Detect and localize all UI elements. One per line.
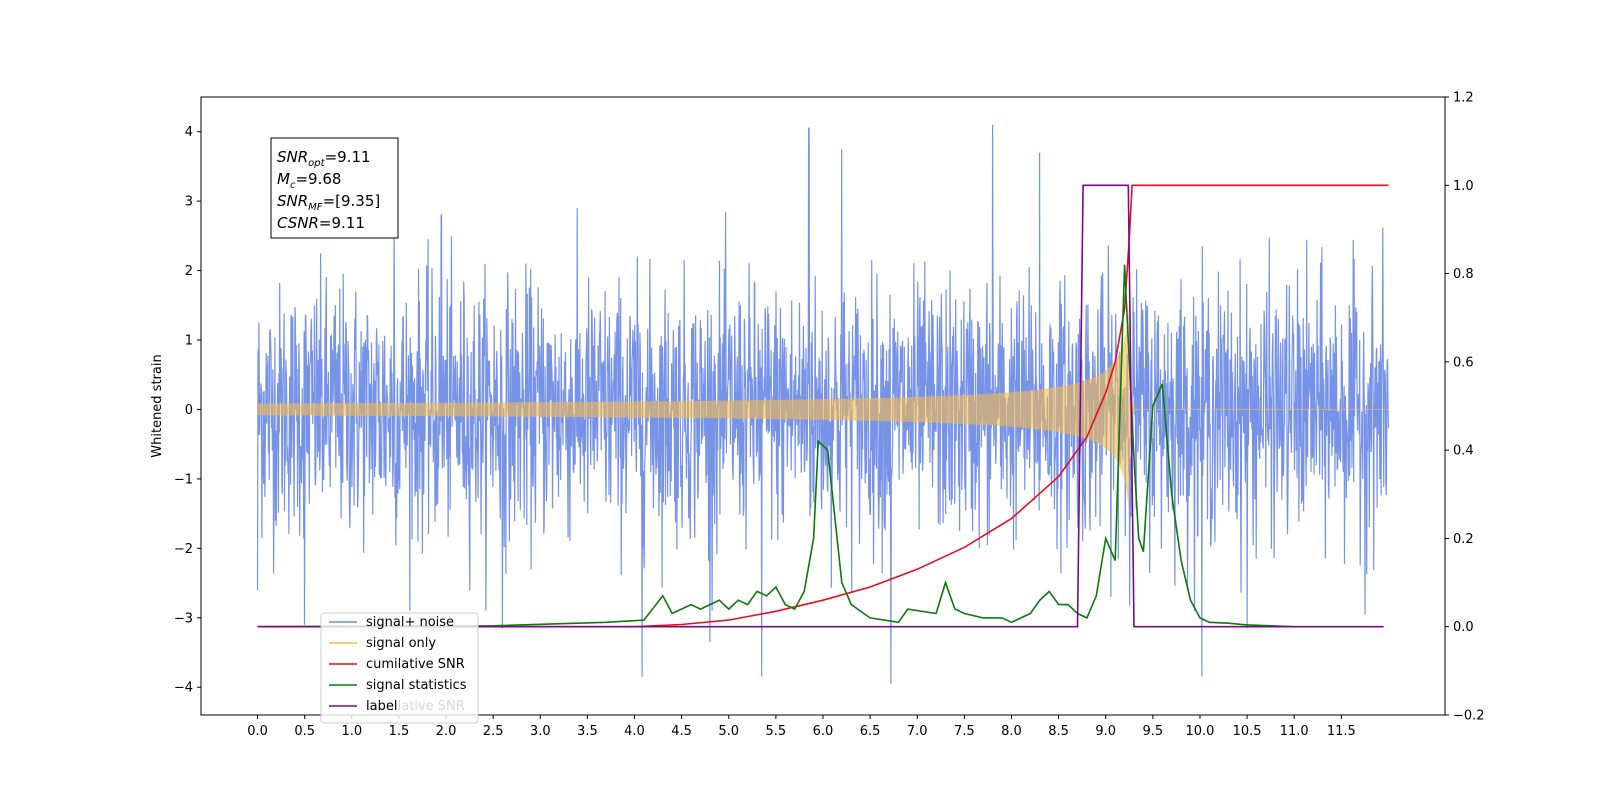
- y-tick-label: −4: [174, 681, 193, 696]
- y2-tick-label: 0.8: [1453, 267, 1474, 282]
- annotation-line: Mc=9.68: [277, 170, 341, 191]
- annotation-symbol: SNR: [277, 148, 308, 166]
- legend: signal+ noise signal only cumilative SNR si…: [320, 612, 479, 724]
- y2-tick-label: 0.2: [1453, 532, 1474, 547]
- annotation-subscript: c: [290, 180, 296, 191]
- y-tick-label: 1: [185, 334, 193, 349]
- x-tick-label: 0.0: [247, 724, 268, 739]
- x-tick-label: 8.5: [1048, 724, 1069, 739]
- series-signal-only: [256, 307, 1389, 508]
- legend-frame: [320, 612, 479, 724]
- y-tick-label: −1: [174, 472, 193, 487]
- y2-tick-label: 0.4: [1453, 444, 1474, 459]
- x-tick-label: 9.0: [1095, 724, 1116, 739]
- annotation-symbol: M: [277, 170, 290, 188]
- x-tick-label: 2.0: [436, 724, 457, 739]
- x-tick-label: 1.0: [341, 724, 362, 739]
- legend-overlap-ghost: cumilative SNR: [366, 699, 465, 714]
- x-tick-label: 6.0: [813, 724, 834, 739]
- legend-entry: signal statistics: [366, 678, 467, 693]
- legend-entry: signal only: [366, 636, 436, 651]
- legend-entry: label: [366, 699, 397, 714]
- x-tick-label: 11.0: [1280, 724, 1309, 739]
- x-tick-label: 7.5: [954, 724, 975, 739]
- annotation-line: CSNR=9.11: [277, 214, 365, 232]
- y-axis-label: Whitened strain: [150, 354, 165, 457]
- chirp-trace: [256, 307, 1389, 508]
- annotation-line: SNRopt=9.11: [277, 148, 371, 169]
- annotation-value: =9.11: [319, 214, 365, 232]
- x-tick-label: 10.5: [1233, 724, 1262, 739]
- y2-tick-label: −0.2: [1453, 709, 1485, 724]
- x-tick-label: 10.0: [1185, 724, 1214, 739]
- annotation-value: =[9.35]: [323, 192, 381, 210]
- annotation-line: SNRMF=[9.35]: [277, 192, 380, 213]
- y-axis-left: −4 −3 −2 −1 0 1 2 3 4: [174, 125, 201, 696]
- x-tick-label: 0.5: [294, 724, 315, 739]
- annotation-value: =9.11: [325, 148, 371, 166]
- x-tick-label: 3.5: [577, 724, 598, 739]
- x-tick-label: 9.5: [1143, 724, 1164, 739]
- annotation-subscript: opt: [308, 158, 325, 169]
- x-tick-label: 6.5: [860, 724, 881, 739]
- x-tick-label: 5.0: [718, 724, 739, 739]
- annotation-subscript: MF: [308, 202, 323, 213]
- annotation-symbol: CSNR: [277, 214, 319, 232]
- x-tick-label: 2.5: [483, 724, 504, 739]
- x-tick-label: 4.5: [671, 724, 692, 739]
- y-tick-label: 4: [185, 125, 193, 140]
- y2-tick-label: 1.0: [1453, 179, 1474, 194]
- legend-entry: signal+ noise: [366, 615, 454, 630]
- series-label: [257, 184, 1384, 628]
- annotation-symbol: SNR: [277, 192, 308, 210]
- x-axis: 0.0 0.5 1.0 1.5 2.0 2.5 3.0 3.5 4.0 4.5 5.0 5.5 6.0 6…: [247, 715, 1356, 739]
- series-signal-statistics: [257, 264, 1295, 628]
- legend-entry: cumilative SNR: [366, 657, 465, 672]
- y2-tick-label: 0.0: [1453, 620, 1474, 635]
- x-tick-label: 4.0: [624, 724, 645, 739]
- annotation-value: =9.68: [295, 170, 341, 188]
- y-tick-label: 0: [185, 403, 193, 418]
- series-cumilative-snr: [257, 184, 1389, 628]
- y2-tick-label: 1.2: [1453, 91, 1474, 106]
- y-tick-label: 3: [185, 195, 193, 210]
- annotation-frame: [270, 137, 399, 239]
- y-axis-right: −0.2 0.0 0.2 0.4 0.6 0.8 1.0 1.2: [1445, 91, 1485, 724]
- y-tick-label: −3: [174, 611, 193, 626]
- x-tick-label: 11.5: [1327, 724, 1356, 739]
- x-tick-label: 1.5: [389, 724, 410, 739]
- x-tick-label: 5.5: [766, 724, 787, 739]
- x-tick-label: 7.0: [907, 724, 928, 739]
- plot-area: [256, 124, 1390, 684]
- y-tick-label: 2: [185, 264, 193, 279]
- x-tick-label: 8.0: [1001, 724, 1022, 739]
- x-tick-label: 3.0: [530, 724, 551, 739]
- y2-tick-label: 0.6: [1453, 355, 1474, 370]
- y-tick-label: −2: [174, 542, 193, 557]
